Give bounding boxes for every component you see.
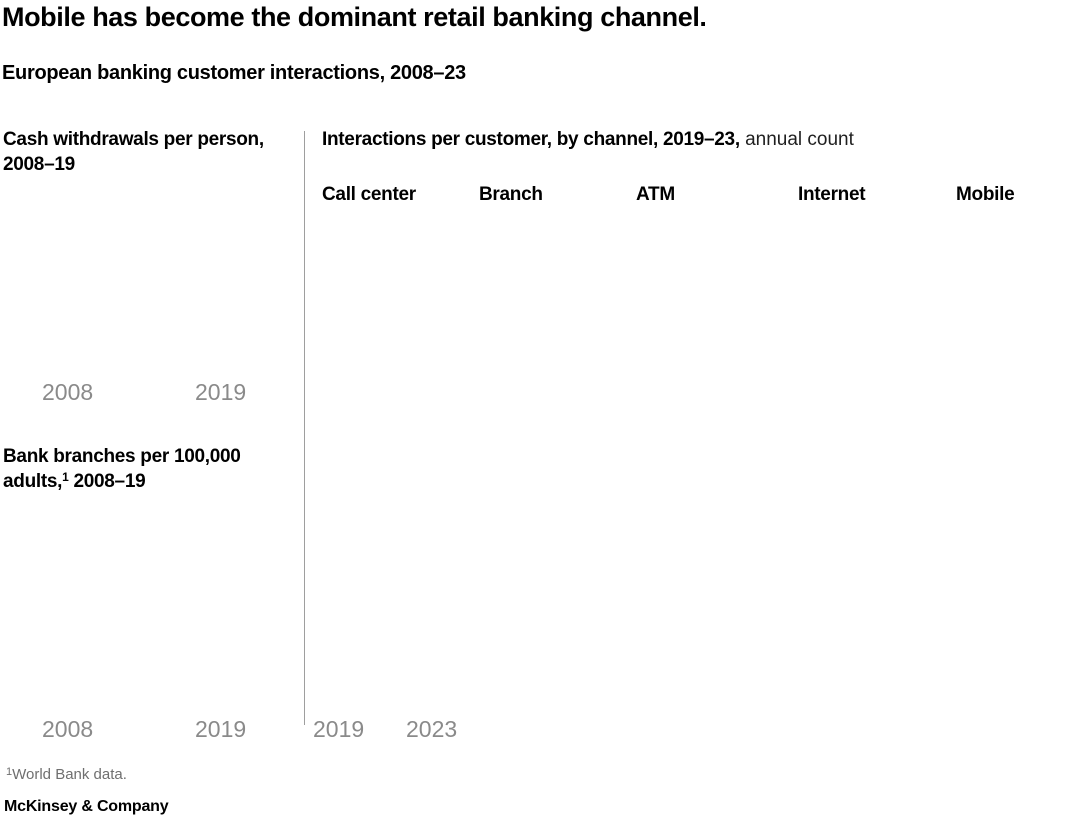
chart2-xtick-2019: 2019 [195, 716, 247, 742]
chart3-title: Interactions per customer, by channel, 2… [322, 128, 854, 151]
column-header-internet: Internet [798, 184, 866, 205]
chart1-plot-area [3, 210, 301, 375]
column-header-branch: Branch [479, 184, 543, 205]
chart1-xtick-2019: 2019 [195, 379, 247, 405]
exhibit-subtitle: European banking customer interactions, … [2, 62, 466, 84]
chart3-xtick-2023: 2023 [406, 716, 458, 742]
mckinsey-company-wordmark: McKinsey & Company [4, 798, 169, 815]
footnote-text: World Bank data. [12, 766, 127, 783]
chart2-title-text: Bank branches per 100,000 adults, [3, 446, 241, 492]
chart1-xtick-2008: 2008 [42, 379, 94, 405]
chart2-plot-area [3, 505, 301, 710]
chart2-title: Bank branches per 100,000 adults,1 2008–… [3, 444, 293, 494]
chart3-title-main: Interactions per customer, by channel, 2… [322, 129, 740, 150]
footnote: 1World Bank data. [6, 766, 127, 783]
chart2-xtick-2008: 2008 [42, 716, 94, 742]
panel-divider-line [304, 131, 305, 725]
exhibit-title: Mobile has become the dominant retail ba… [2, 2, 707, 32]
column-header-atm: ATM [636, 184, 675, 205]
column-header-call-center: Call center [322, 184, 416, 205]
column-header-mobile: Mobile [956, 184, 1015, 205]
chart3-xtick-2019: 2019 [313, 716, 365, 742]
chart2-title-range: 2008–19 [68, 471, 146, 492]
footnote-marker: 1 [6, 766, 13, 778]
chart3-title-unit: annual count [739, 129, 854, 150]
chart1-title: Cash withdrawals per person, 2008–19 [3, 129, 264, 175]
chart3-plot-area [322, 215, 1077, 710]
chart2-title-footnote-marker: 1 [62, 470, 69, 484]
